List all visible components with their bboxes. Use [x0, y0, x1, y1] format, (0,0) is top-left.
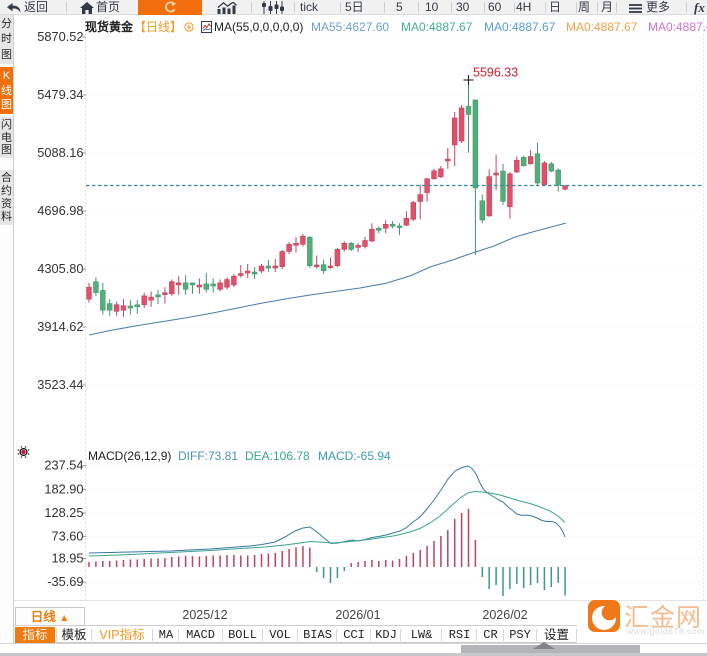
svg-text:-35.69: -35.69: [47, 574, 83, 589]
svg-text:182.90: 182.90: [44, 481, 83, 496]
svg-text:3914.62: 3914.62: [37, 319, 83, 334]
svg-text:73.60: 73.60: [51, 528, 83, 543]
svg-text:5596.33: 5596.33: [473, 66, 518, 80]
svg-text:18.95: 18.95: [51, 551, 83, 566]
svg-text:3523.44: 3523.44: [37, 377, 83, 392]
svg-text:128.25: 128.25: [44, 505, 83, 520]
svg-text:4696.98: 4696.98: [37, 203, 83, 218]
svg-text:5870.52: 5870.52: [37, 29, 83, 44]
svg-text:5479.34: 5479.34: [37, 87, 83, 102]
svg-text:5088.16: 5088.16: [37, 145, 83, 160]
svg-text:237.54: 237.54: [44, 458, 83, 473]
svg-text:4305.80: 4305.80: [37, 261, 83, 276]
